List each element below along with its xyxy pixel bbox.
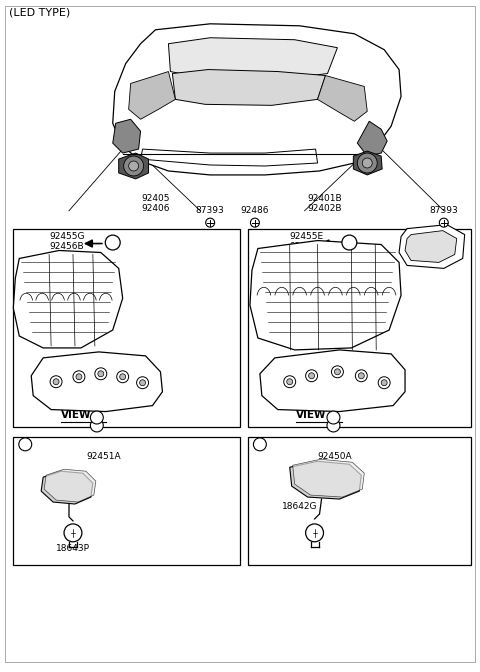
Circle shape [309, 373, 314, 379]
Circle shape [19, 438, 32, 451]
Text: (LED TYPE): (LED TYPE) [9, 8, 71, 18]
Text: 18643P: 18643P [56, 544, 90, 553]
Polygon shape [41, 471, 93, 504]
Circle shape [355, 370, 367, 382]
Text: 92451A: 92451A [86, 452, 120, 461]
Circle shape [64, 524, 82, 542]
Text: 92401B: 92401B [307, 194, 342, 203]
Text: 87393: 87393 [196, 206, 225, 215]
Text: 92456A: 92456A [290, 241, 324, 251]
Circle shape [306, 524, 324, 542]
Polygon shape [44, 469, 96, 502]
Text: A: A [109, 238, 116, 247]
Text: 92406: 92406 [141, 204, 170, 213]
Circle shape [98, 371, 104, 377]
Circle shape [335, 369, 340, 375]
Circle shape [439, 218, 448, 227]
Bar [248, 228, 471, 427]
Circle shape [332, 366, 343, 378]
Polygon shape [399, 224, 465, 268]
Polygon shape [250, 241, 401, 350]
Polygon shape [113, 119, 141, 153]
Circle shape [253, 438, 266, 451]
Polygon shape [290, 461, 361, 499]
Circle shape [90, 419, 103, 432]
Text: b: b [257, 440, 263, 449]
Circle shape [73, 371, 85, 383]
Text: a: a [331, 421, 336, 430]
Circle shape [53, 379, 59, 384]
Circle shape [90, 411, 103, 424]
Polygon shape [13, 251, 123, 348]
Circle shape [378, 377, 390, 388]
Text: A: A [94, 413, 100, 422]
Circle shape [357, 153, 377, 173]
Circle shape [381, 380, 387, 386]
Polygon shape [260, 350, 405, 411]
Polygon shape [357, 121, 387, 156]
Circle shape [50, 376, 62, 388]
Polygon shape [293, 459, 364, 497]
Polygon shape [129, 71, 175, 119]
Circle shape [129, 161, 139, 171]
Circle shape [358, 373, 364, 379]
Text: VIEW: VIEW [61, 409, 92, 419]
Polygon shape [168, 38, 337, 79]
Circle shape [124, 156, 144, 176]
Circle shape [251, 218, 259, 227]
Text: VIEW: VIEW [296, 409, 326, 419]
Polygon shape [405, 230, 457, 263]
Circle shape [137, 377, 148, 388]
Polygon shape [141, 149, 318, 166]
Bar [13, 437, 240, 564]
Circle shape [140, 380, 145, 386]
Polygon shape [353, 151, 382, 175]
Text: 92405: 92405 [141, 194, 170, 203]
Circle shape [284, 376, 296, 388]
Circle shape [342, 235, 357, 250]
Text: 87393: 87393 [430, 206, 458, 215]
Circle shape [105, 235, 120, 250]
Text: B: B [346, 238, 353, 247]
Polygon shape [318, 75, 367, 121]
Polygon shape [172, 69, 325, 106]
Circle shape [362, 158, 372, 168]
Text: B: B [330, 413, 336, 422]
Polygon shape [113, 24, 401, 175]
Circle shape [95, 368, 107, 380]
Text: 92455E: 92455E [290, 232, 324, 241]
Circle shape [287, 379, 293, 384]
Circle shape [327, 419, 340, 432]
Polygon shape [119, 153, 148, 179]
Circle shape [120, 374, 126, 380]
Text: a: a [23, 440, 28, 449]
Bar [248, 437, 471, 564]
Text: a: a [95, 421, 99, 430]
Text: 92455G: 92455G [49, 232, 84, 241]
Text: 92402B: 92402B [307, 204, 342, 213]
Bar [13, 228, 240, 427]
Circle shape [117, 371, 129, 383]
Polygon shape [31, 352, 162, 411]
Text: 92486: 92486 [240, 206, 269, 215]
Text: 92450A: 92450A [318, 452, 352, 461]
Circle shape [306, 370, 318, 382]
Circle shape [76, 374, 82, 380]
Circle shape [327, 411, 340, 424]
Text: 18642G: 18642G [282, 502, 317, 511]
Circle shape [206, 218, 215, 227]
Text: 92456B: 92456B [49, 241, 84, 251]
